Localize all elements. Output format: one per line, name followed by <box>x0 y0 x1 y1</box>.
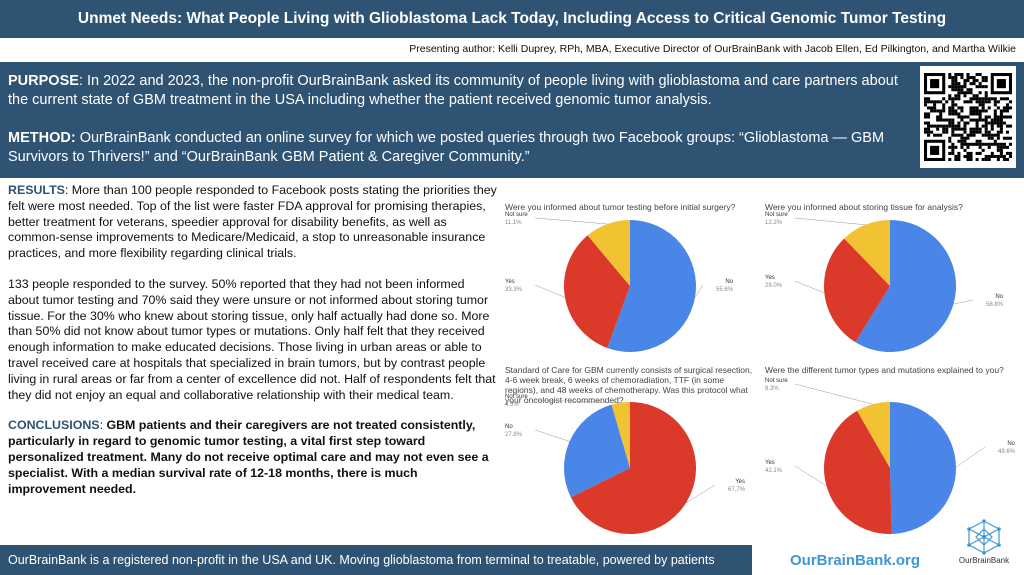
slice-value-yes: 29.0% <box>765 283 783 289</box>
purpose-paragraph: PURPOSE: In 2022 and 2023, the non-profi… <box>8 72 898 110</box>
pie-slice-no <box>564 404 630 498</box>
slice-value-not-sure: 11.1% <box>505 220 522 226</box>
pie-slice-not-sure <box>611 402 630 468</box>
chart-title: Were you informed about tumor testing be… <box>505 202 736 212</box>
pie-chart-standard-of-care: Standard of Care for GBM currently consi… <box>505 365 755 535</box>
footer-banner: OurBrainBank is a registered non-profit … <box>0 545 752 575</box>
slice-label-yes: Yes <box>765 460 775 466</box>
pie-svg: No 55.6% Yes 33.3% Not sure 11.1% <box>505 212 734 352</box>
pie-chart-tumor-types: Were the different tumor types and mutat… <box>765 365 1016 535</box>
pie-slice-yes <box>824 238 890 343</box>
leader-line <box>794 465 827 487</box>
qr-code-icon <box>924 73 1012 161</box>
pie-slice-not-sure <box>857 402 890 468</box>
slice-label-no: No <box>505 424 513 430</box>
slice-value-yes: 42.1% <box>765 468 783 474</box>
method-label: METHOD: <box>8 130 76 146</box>
pie-slice-not-sure <box>587 220 630 286</box>
results-text-1: : More than 100 people responded to Face… <box>8 183 497 261</box>
slice-value-no: 55.6% <box>716 287 734 293</box>
logo-text: OurBrainBank <box>958 556 1010 565</box>
website-link[interactable]: OurBrainBank.org <box>790 552 921 569</box>
pie-svg: No 58.8% Yes 29.0% Not sure 12.2% <box>765 212 1004 352</box>
slice-label-not-sure: Not sure <box>505 394 528 400</box>
poster-title: Unmet Needs: What People Living with Gli… <box>0 0 1024 38</box>
leader-line <box>955 446 986 468</box>
conclusions-paragraph: CONCLUSIONS: GBM patients and their care… <box>8 418 498 497</box>
slice-label-not-sure: Not sure <box>505 212 528 218</box>
slice-value-no: 58.8% <box>986 302 1004 308</box>
pie-slice-not-sure <box>844 220 890 286</box>
authors-line: Presenting author: Kelli Duprey, RPh, MB… <box>409 43 1016 55</box>
pie-slice-no <box>607 220 696 352</box>
slice-label-not-sure: Not sure <box>765 212 788 218</box>
slice-value-yes: 33.3% <box>505 287 523 293</box>
leader-line <box>953 299 974 305</box>
slice-label-yes: Yes <box>505 279 515 285</box>
slice-label-no: No <box>1007 441 1015 447</box>
leader-line <box>694 284 704 298</box>
slice-value-no: 49.6% <box>998 449 1016 455</box>
results-paragraph-1: RESULTS: More than 100 people responded … <box>8 183 498 262</box>
slice-value-not-sure: 12.2% <box>765 220 783 226</box>
pie-slice-yes <box>570 402 696 534</box>
purpose-label: PURPOSE <box>8 73 79 89</box>
pie-slice-yes <box>824 410 892 534</box>
chart-title: Were the different tumor types and mutat… <box>765 365 1004 375</box>
slice-value-not-sure: 8.3% <box>765 386 779 392</box>
leader-line <box>685 484 716 504</box>
qr-code[interactable] <box>920 66 1016 168</box>
leader-line <box>794 383 874 405</box>
purpose-text: : In 2022 and 2023, the non-profit OurBr… <box>8 73 898 108</box>
slice-label-no: No <box>725 279 733 285</box>
pie-slice-yes <box>564 235 630 348</box>
leader-line <box>534 284 566 298</box>
leader-line <box>534 399 621 403</box>
pie-svg: No 49.6% Yes 42.1% Not sure 8.3% <box>765 378 1016 534</box>
slice-value-yes: 67.7% <box>728 487 746 493</box>
slice-value-not-sure: 4.5% <box>505 402 519 408</box>
leader-line <box>534 217 608 225</box>
pie-chart-storing-tissue: Were you informed about storing tissue f… <box>765 202 1015 352</box>
pie-svg: Yes 67.7% No 27.8% Not sure 4.5% <box>505 394 746 534</box>
chart-title: Were you informed about storing tissue f… <box>765 202 963 212</box>
chart-title: Standard of Care for GBM currently consi… <box>505 365 753 405</box>
leader-line <box>534 429 570 442</box>
results-column: RESULTS: More than 100 people responded … <box>8 183 498 497</box>
brain-network-icon <box>967 519 1001 555</box>
method-text: OurBrainBank conducted an online survey … <box>8 130 885 165</box>
slice-value-no: 27.8% <box>505 432 523 438</box>
leader-line <box>794 280 825 294</box>
pie-slice-no <box>890 402 957 534</box>
conclusions-text: GBM patients and their caregivers are no… <box>8 418 489 496</box>
slice-label-yes: Yes <box>765 275 775 281</box>
conclusions-colon: : <box>99 418 107 433</box>
conclusions-label: CONCLUSIONS <box>8 418 100 433</box>
slice-label-no: No <box>995 294 1003 300</box>
results-paragraph-2: 133 people responded to the survey. 50% … <box>8 276 496 402</box>
method-paragraph: METHOD: OurBrainBank conducted an online… <box>8 129 898 167</box>
slice-label-not-sure: Not sure <box>765 378 788 384</box>
slice-label-yes: Yes <box>735 479 745 485</box>
ourbrainbank-logo: OurBrainBank <box>954 518 1014 574</box>
purpose-method-panel: PURPOSE: In 2022 and 2023, the non-profi… <box>0 62 1024 178</box>
leader-line <box>794 217 866 226</box>
pie-slice-no <box>855 220 956 352</box>
pie-chart-tumor-testing: Were you informed about tumor testing be… <box>505 202 755 352</box>
results-label: RESULTS <box>8 183 65 197</box>
